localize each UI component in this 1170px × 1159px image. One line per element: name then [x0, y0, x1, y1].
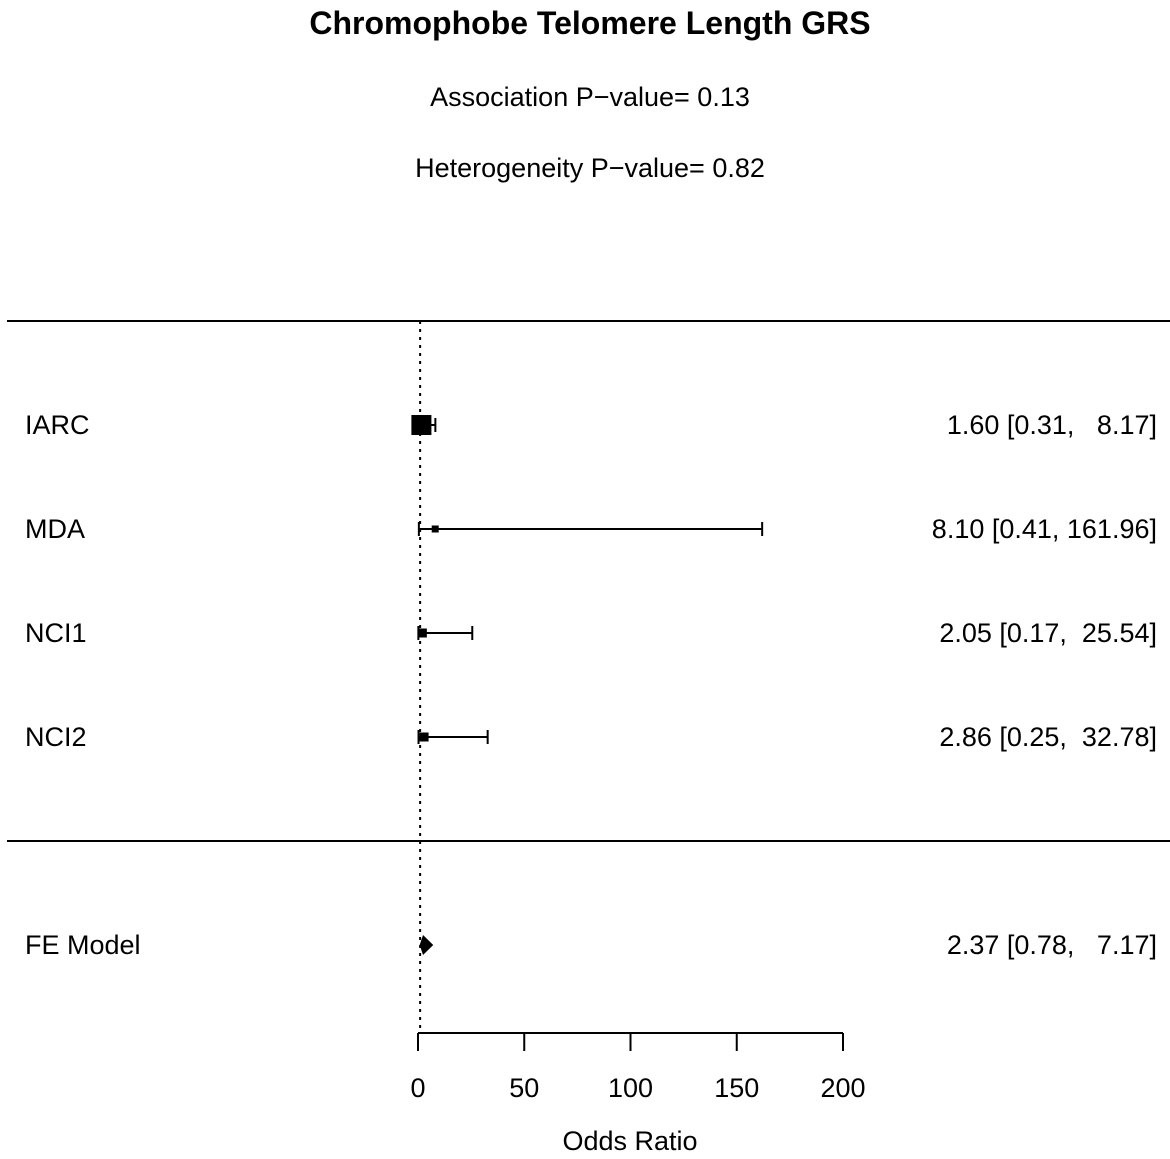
summary-diamond	[419, 935, 434, 955]
study-row-nci1: NCI1 2.05 [0.17, 25.54]	[25, 618, 1157, 648]
point-estimate-mda	[431, 525, 439, 533]
summary-ci-text: 2.37 [0.78, 7.17]	[947, 930, 1157, 960]
summary-row: FE Model 2.37 [0.78, 7.17]	[25, 930, 1157, 960]
study-label-mda: MDA	[25, 514, 85, 544]
point-estimate-nci1	[417, 628, 427, 638]
study-row-mda: MDA 8.10 [0.41, 161.96]	[25, 514, 1157, 544]
ci-text-iarc: 1.60 [0.31, 8.17]	[947, 410, 1157, 440]
x-tick-label-200: 200	[820, 1073, 865, 1103]
heterogeneity-pvalue: Heterogeneity P−value= 0.82	[415, 153, 765, 183]
study-label-iarc: IARC	[25, 410, 90, 440]
ci-text-nci1: 2.05 [0.17, 25.54]	[939, 618, 1157, 648]
x-axis-label: Odds Ratio	[562, 1126, 697, 1156]
ci-text-mda: 8.10 [0.41, 161.96]	[932, 514, 1157, 544]
point-estimate-iarc	[411, 415, 432, 435]
x-tick-label-100: 100	[608, 1073, 653, 1103]
x-axis: 0 50 100 150 200	[410, 1032, 866, 1103]
study-label-nci2: NCI2	[25, 722, 87, 752]
study-row-nci2: NCI2 2.86 [0.25, 32.78]	[25, 722, 1157, 752]
study-label-nci1: NCI1	[25, 618, 87, 648]
study-row-iarc: IARC 1.60 [0.31, 8.17]	[25, 410, 1157, 440]
chart-title: Chromophobe Telomere Length GRS	[309, 5, 870, 41]
study-rows: IARC 1.60 [0.31, 8.17] MDA 8.10 [0.41, 161.…	[25, 410, 1157, 752]
association-pvalue: Association P−value= 0.13	[430, 82, 750, 112]
ci-text-nci2: 2.86 [0.25, 32.78]	[939, 722, 1157, 752]
x-tick-label-0: 0	[410, 1073, 425, 1103]
x-tick-label-50: 50	[509, 1073, 539, 1103]
point-estimate-nci2	[419, 732, 429, 742]
summary-label: FE Model	[25, 930, 141, 960]
x-tick-label-150: 150	[714, 1073, 759, 1103]
